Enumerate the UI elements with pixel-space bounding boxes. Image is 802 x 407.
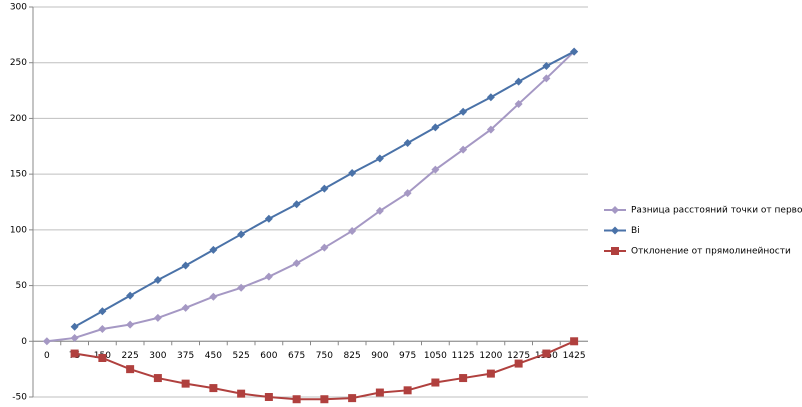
x-tick-label: 750 xyxy=(316,351,333,361)
marker xyxy=(375,388,384,397)
marker xyxy=(375,206,384,215)
x-tick-label: 225 xyxy=(122,351,139,361)
x-tick-label: 900 xyxy=(371,351,388,361)
marker xyxy=(126,320,135,329)
marker xyxy=(237,283,246,292)
marker xyxy=(209,292,218,301)
marker xyxy=(264,214,273,223)
marker xyxy=(514,77,523,86)
marker xyxy=(70,333,79,342)
marker xyxy=(292,259,301,268)
marker xyxy=(209,245,218,254)
marker xyxy=(611,206,619,214)
marker xyxy=(237,389,246,398)
marker xyxy=(70,349,79,358)
x-tick-label: 675 xyxy=(288,351,305,361)
marker xyxy=(42,337,51,346)
x-tick-label: 375 xyxy=(177,351,194,361)
marker xyxy=(153,374,162,383)
marker xyxy=(431,165,440,174)
x-tick-label: 300 xyxy=(149,351,166,361)
marker xyxy=(98,354,107,362)
x-tick-label: 975 xyxy=(399,351,416,361)
marker xyxy=(70,322,79,331)
marker xyxy=(320,395,329,404)
x-tick-label: 600 xyxy=(260,351,277,361)
series-line xyxy=(46,50,575,343)
x-tick-label: 450 xyxy=(205,351,222,361)
legend-label: Bi xyxy=(631,226,640,236)
marker xyxy=(403,138,412,147)
marker xyxy=(181,303,190,312)
marker xyxy=(153,276,162,284)
marker xyxy=(570,47,579,56)
marker xyxy=(320,184,329,193)
marker xyxy=(292,200,301,209)
x-tick-label: 1275 xyxy=(507,351,530,361)
y-tick-label: 100 xyxy=(10,225,27,235)
marker xyxy=(486,93,495,102)
x-tick-label: 0 xyxy=(44,351,50,361)
marker xyxy=(348,226,357,235)
y-tick-label: -50 xyxy=(12,393,27,403)
marker xyxy=(98,307,107,316)
marker xyxy=(486,369,495,378)
y-tick-label: 300 xyxy=(10,3,27,13)
marker xyxy=(98,325,107,334)
marker xyxy=(431,123,440,132)
x-tick-label: 1125 xyxy=(452,351,475,361)
x-tick-label: 825 xyxy=(344,351,361,361)
marker xyxy=(348,169,357,178)
marker xyxy=(126,365,135,374)
marker xyxy=(126,291,135,300)
marker xyxy=(153,313,162,322)
x-tick-label: 525 xyxy=(233,351,250,361)
marker xyxy=(611,247,619,255)
y-tick-label: 250 xyxy=(10,58,27,68)
x-tick-label: 1050 xyxy=(424,351,447,361)
legend-label: Разница расстояний точки от первоначальн… xyxy=(631,206,802,216)
x-tick-label: 1425 xyxy=(563,351,586,361)
legend-label: Отклонение от прямолинейности xyxy=(631,247,791,257)
marker xyxy=(611,226,619,235)
marker xyxy=(459,374,468,383)
marker xyxy=(514,359,523,368)
marker xyxy=(209,384,218,393)
marker xyxy=(542,74,551,83)
marker xyxy=(459,107,468,116)
marker xyxy=(542,62,551,71)
y-tick-label: 50 xyxy=(16,281,28,291)
marker xyxy=(570,337,579,346)
marker xyxy=(181,379,190,388)
marker xyxy=(459,145,468,154)
marker xyxy=(320,243,329,252)
marker xyxy=(403,189,412,198)
marker xyxy=(514,99,523,108)
x-tick-label: 1200 xyxy=(479,351,502,361)
marker xyxy=(431,378,440,387)
marker xyxy=(375,154,384,163)
marker xyxy=(486,125,495,134)
marker xyxy=(264,393,273,401)
marker xyxy=(237,230,246,239)
marker xyxy=(348,394,357,403)
y-tick-label: 0 xyxy=(21,337,27,347)
y-tick-label: 200 xyxy=(10,114,27,124)
marker xyxy=(264,272,273,281)
legend: Разница расстояний точки от первоначальн… xyxy=(604,206,802,257)
marker xyxy=(403,386,412,395)
marker xyxy=(542,349,551,358)
marker xyxy=(292,395,301,404)
y-tick-label: 150 xyxy=(10,170,27,180)
marker xyxy=(181,261,190,270)
